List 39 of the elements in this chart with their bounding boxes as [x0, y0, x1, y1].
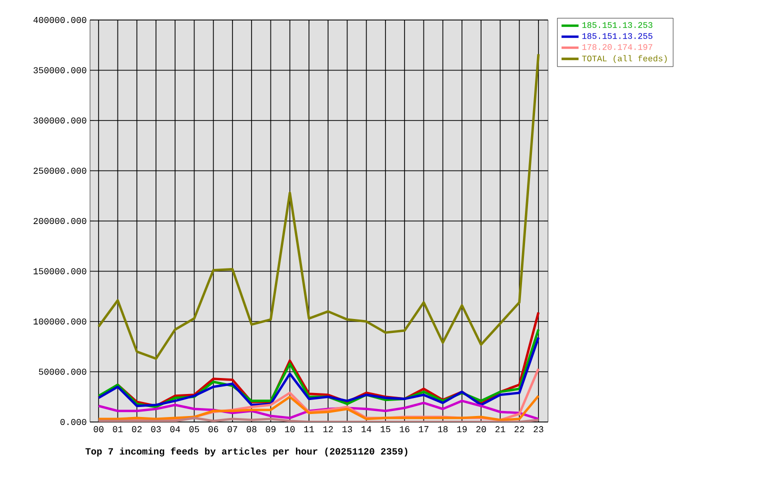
x-tick-label: 00 [94, 426, 104, 432]
x-tick-label: 04 [170, 426, 180, 432]
legend-label: 178.20.174.197 [582, 44, 652, 50]
x-tick-label: 17 [418, 426, 428, 432]
y-tick-label: 150000.000 [34, 268, 86, 274]
x-tick-label: 06 [208, 426, 218, 432]
x-tick-label: 01 [112, 426, 123, 432]
x-tick-label: 07 [228, 426, 238, 432]
x-tick-label: 14 [362, 426, 372, 432]
x-tick-label: 19 [457, 426, 467, 432]
y-tick-label: 200000.000 [34, 218, 86, 224]
x-tick-label: 03 [151, 426, 161, 432]
x-tick-label: 16 [400, 426, 410, 432]
x-tick-label: 13 [342, 426, 352, 432]
x-tick-label: 23 [534, 426, 544, 432]
x-tick-label: 09 [266, 426, 276, 432]
x-tick-label: 21 [495, 426, 506, 432]
text: Top 7 incoming feeds by articles per hour (20251120 2359) [85, 447, 408, 456]
x-tick-label: 05 [189, 426, 200, 432]
x-tick-label: 08 [246, 426, 256, 432]
x-tick-label: 12 [323, 426, 333, 432]
line-series [97, 400, 540, 420]
x-tick-label: 02 [132, 426, 142, 432]
x-tick-label: 22 [514, 426, 524, 432]
x-tick-label: 11 [304, 426, 314, 432]
x-tick-label: 15 [380, 426, 390, 432]
legend-label: TOTAL (all feeds) [582, 55, 667, 64]
y-tick-label: 300000.000 [34, 117, 86, 124]
legend-label: 185.151.13.255 [582, 33, 652, 39]
y-tick-label: 400000.000 [33, 16, 86, 24]
x-tick-label: 10 [285, 426, 295, 432]
y-tick-label: 350000.000 [34, 67, 86, 74]
x-tick-label: 18 [438, 426, 448, 432]
y-tick-label: 100000.000 [34, 318, 86, 325]
y-tick-label: 50000.000 [38, 368, 86, 375]
y-tick-label: 0.000 [60, 418, 86, 426]
y-tick-label: 250000.000 [34, 168, 86, 174]
x-tick-label: 20 [476, 426, 486, 432]
legend-label: 185.151.13.253 [582, 22, 652, 28]
